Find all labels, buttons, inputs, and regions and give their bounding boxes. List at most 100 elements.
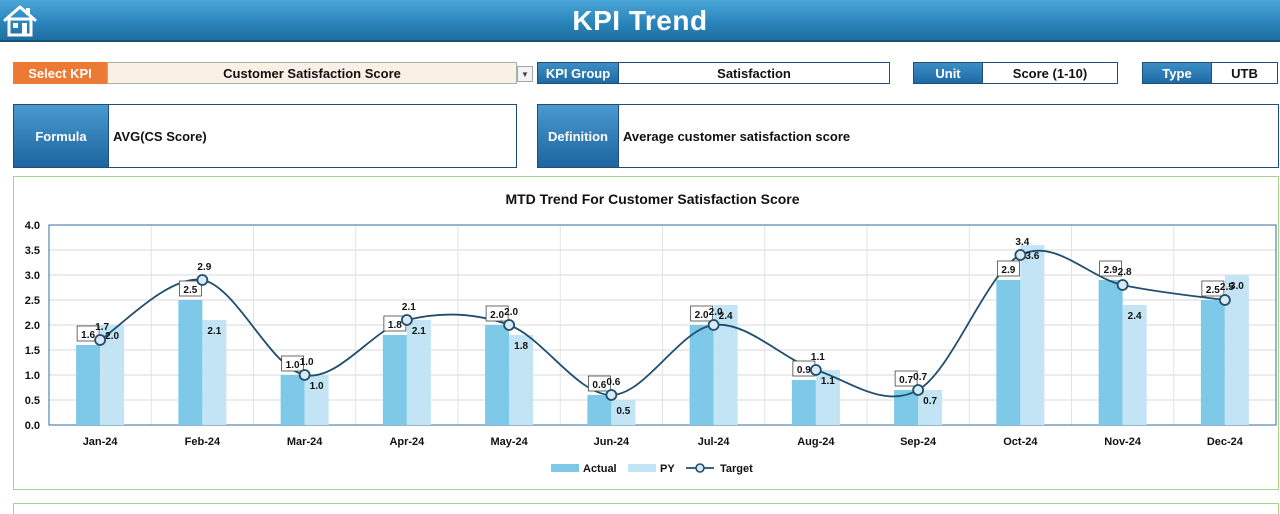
formula-label: Formula xyxy=(14,105,108,167)
actual-label-box xyxy=(690,305,714,322)
py-data-label: 2.4 xyxy=(719,311,733,322)
actual-label-box xyxy=(1099,260,1123,277)
bar-py xyxy=(611,400,636,425)
actual-label-box xyxy=(894,370,918,387)
target-marker xyxy=(298,369,311,381)
legend-label-target: Target xyxy=(720,463,753,475)
target-marker xyxy=(809,364,822,376)
bar-actual xyxy=(996,280,1021,425)
select-kpi-dropdown[interactable]: Customer Satisfaction Score xyxy=(107,62,517,84)
bar-py xyxy=(304,375,329,425)
actual-label-box xyxy=(76,325,100,342)
py-data-label: 2.0 xyxy=(105,331,119,342)
bar-actual xyxy=(382,335,407,425)
legend-swatch-py xyxy=(628,464,656,472)
header-bar: KPI Trend xyxy=(0,0,1280,42)
legend-label-py: PY xyxy=(660,463,675,475)
y-tick-label: 0.5 xyxy=(25,395,40,407)
x-tick-label: Jul-24 xyxy=(698,436,731,448)
target-data-label: 2.8 xyxy=(1118,267,1132,278)
x-tick-label: Jun-24 xyxy=(594,436,630,448)
target-data-label: 2.0 xyxy=(709,307,723,318)
y-tick-label: 1.0 xyxy=(25,370,40,382)
mtd-trend-chart: MTD Trend For Customer Satisfaction Scor… xyxy=(25,191,1277,475)
py-data-label: 1.0 xyxy=(310,381,324,392)
bar-py xyxy=(918,390,943,425)
target-marker xyxy=(196,274,209,286)
target-data-label: 2.1 xyxy=(402,302,416,313)
x-tick-label: Dec-24 xyxy=(1207,436,1244,448)
target-data-label: 1.0 xyxy=(300,357,314,368)
legend-swatch-actual xyxy=(551,464,579,472)
page-title: KPI Trend xyxy=(572,5,708,36)
definition-value: Average customer satisfaction score xyxy=(618,105,1278,167)
secondary-panel xyxy=(13,503,1279,514)
bar-py xyxy=(1020,245,1045,425)
actual-label-box xyxy=(281,355,305,372)
target-marker xyxy=(912,384,925,396)
home-icon[interactable] xyxy=(2,3,38,37)
bar-actual xyxy=(485,325,510,425)
actual-label-box xyxy=(996,260,1020,277)
y-tick-label: 2.0 xyxy=(25,320,40,332)
py-data-label: 0.5 xyxy=(616,406,630,417)
x-tick-label: Feb-24 xyxy=(185,436,221,448)
y-tick-label: 3.0 xyxy=(25,270,40,282)
kpi-group-label: KPI Group xyxy=(538,63,618,83)
type-label: Type xyxy=(1143,63,1211,83)
target-marker xyxy=(1116,279,1129,291)
y-tick-label: 1.5 xyxy=(25,345,40,357)
bar-py xyxy=(1122,305,1147,425)
chevron-down-icon[interactable]: ▼ xyxy=(517,66,533,82)
legend-marker-target xyxy=(695,463,705,473)
kpi-group-box xyxy=(537,62,890,84)
py-data-label: 3.6 xyxy=(1025,251,1039,262)
py-data-label: 2.4 xyxy=(1128,311,1142,322)
bar-py xyxy=(815,370,840,425)
actual-data-label: 2.9 xyxy=(1104,265,1118,276)
actual-data-label: 1.6 xyxy=(81,330,95,341)
type-box xyxy=(1142,62,1278,84)
actual-data-label: 0.7 xyxy=(899,375,913,386)
y-tick-label: 4.0 xyxy=(25,220,40,232)
definition-box xyxy=(537,104,1279,168)
bar-actual xyxy=(76,345,101,425)
select-kpi-label: Select KPI xyxy=(13,62,107,84)
bar-py xyxy=(406,320,431,425)
formula-box xyxy=(13,104,517,168)
actual-data-label: 2.9 xyxy=(1001,265,1015,276)
x-tick-label: Mar-24 xyxy=(287,436,323,448)
target-data-label: 2.9 xyxy=(197,262,211,273)
py-data-label: 2.1 xyxy=(412,326,426,337)
x-tick-label: Sep-24 xyxy=(900,436,937,448)
actual-data-label: 2.5 xyxy=(1206,285,1220,296)
x-tick-label: Aug-24 xyxy=(797,436,835,448)
target-marker xyxy=(400,314,413,326)
kpi-group-value: Satisfaction xyxy=(618,63,889,83)
actual-label-box xyxy=(1201,280,1225,297)
bar-actual xyxy=(791,380,816,425)
target-data-label: 0.7 xyxy=(913,372,927,383)
target-marker xyxy=(605,389,618,401)
x-tick-label: Nov-24 xyxy=(1104,436,1142,448)
py-data-label: 1.8 xyxy=(514,341,528,352)
x-tick-label: Apr-24 xyxy=(389,436,425,448)
bar-actual xyxy=(1200,300,1225,425)
target-data-label: 1.1 xyxy=(811,352,825,363)
target-data-label: 2.0 xyxy=(504,307,518,318)
target-data-label: 1.7 xyxy=(95,322,109,333)
target-marker xyxy=(94,334,107,346)
actual-data-label: 2.0 xyxy=(695,310,709,321)
bar-actual xyxy=(280,375,305,425)
definition-label: Definition xyxy=(538,105,618,167)
actual-data-label: 1.0 xyxy=(286,360,300,371)
legend-label-actual: Actual xyxy=(583,463,617,475)
unit-value: Score (1-10) xyxy=(982,63,1117,83)
y-tick-label: 0.0 xyxy=(25,420,40,432)
chart-title: MTD Trend For Customer Satisfaction Scor… xyxy=(505,191,799,207)
x-tick-label: Oct-24 xyxy=(1003,436,1038,448)
actual-data-label: 0.9 xyxy=(797,365,811,376)
actual-data-label: 2.5 xyxy=(183,285,197,296)
py-data-label: 3.0 xyxy=(1230,281,1244,292)
